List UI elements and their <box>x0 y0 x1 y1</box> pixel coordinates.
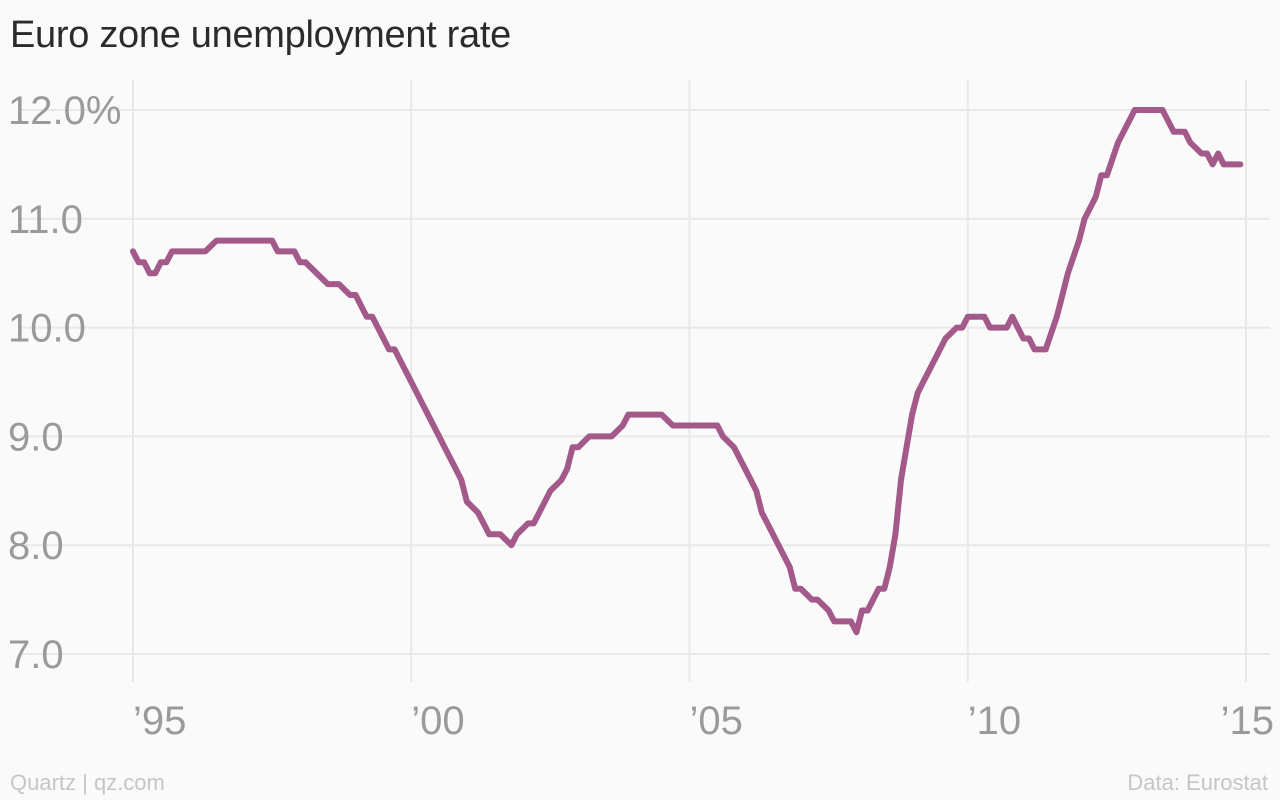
x-tick-label: ’00 <box>411 699 464 743</box>
y-axis-ticks: 12.0% 11.0 10.0 9.0 8.0 7.0 <box>8 89 121 677</box>
y-tick-label: 8.0 <box>8 524 64 568</box>
grid-lines <box>20 80 1270 682</box>
source-credit: Quartz | qz.com <box>10 770 165 795</box>
x-axis-ticks: ’95 ’00 ’05 ’10 ’15 <box>133 699 1274 743</box>
data-source: Data: Eurostat <box>1127 770 1268 795</box>
x-tick-label: ’95 <box>133 699 186 743</box>
chart-title: Euro zone unemployment rate <box>10 14 511 56</box>
x-tick-label: ’10 <box>968 699 1021 743</box>
y-tick-label: 10.0 <box>8 307 86 351</box>
y-tick-label: 12.0% <box>8 89 121 133</box>
x-tick-label: ’05 <box>690 699 743 743</box>
x-tick-label: ’15 <box>1221 699 1274 743</box>
y-tick-label: 11.0 <box>8 198 83 242</box>
y-tick-label: 9.0 <box>8 415 64 459</box>
y-tick-label: 7.0 <box>8 633 64 677</box>
series-line-unemployment <box>130 107 1244 636</box>
